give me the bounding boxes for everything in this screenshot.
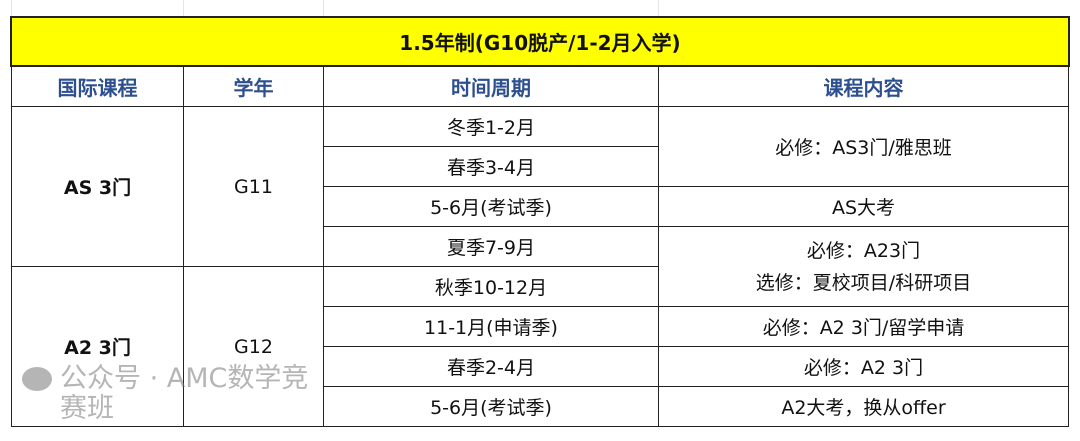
period-cell: 春季2-4月 bbox=[323, 346, 659, 387]
watermark: 公众号 · AMC数学竞赛班 bbox=[22, 364, 318, 424]
header-period: 时间周期 bbox=[323, 66, 659, 107]
content-cell: 必修：AS3门/雅思班 bbox=[658, 106, 1069, 187]
grid-line bbox=[323, 0, 324, 17]
header-content: 课程内容 bbox=[658, 66, 1069, 107]
course-cell: A2 3门 bbox=[11, 266, 184, 427]
period-cell: 冬季1-2月 bbox=[323, 106, 659, 147]
period-cell: 5-6月(考试季) bbox=[323, 386, 659, 427]
grid-line bbox=[11, 0, 12, 17]
year-cell: G11 bbox=[183, 106, 324, 267]
watermark-text: 公众号 · AMC数学竞赛班 bbox=[60, 363, 309, 424]
period-cell: 秋季10-12月 bbox=[323, 266, 659, 307]
content-cell: AS大考 bbox=[658, 186, 1069, 227]
content-elective: 选修：夏校项目/科研项目 bbox=[755, 271, 972, 294]
period-cell: 11-1月(申请季) bbox=[323, 306, 659, 347]
grid-line bbox=[658, 0, 659, 17]
table-title: 1.5年制(G10脱产/1-2月入学) bbox=[10, 16, 1070, 67]
header-course: 国际课程 bbox=[11, 66, 184, 107]
period-cell: 春季3-4月 bbox=[323, 146, 659, 187]
header-year: 学年 bbox=[183, 66, 324, 107]
grid-line bbox=[183, 0, 184, 17]
wechat-icon bbox=[22, 367, 52, 391]
content-required: 必修：A23门 bbox=[806, 239, 921, 262]
content-cell: 必修：A2 3门 bbox=[658, 346, 1069, 387]
period-cell: 夏季7-9月 bbox=[323, 226, 659, 267]
content-cell: 必修：A2 3门/留学申请 bbox=[658, 306, 1069, 347]
year-cell: G12 bbox=[183, 266, 324, 427]
course-cell: AS 3门 bbox=[11, 106, 184, 267]
period-cell: 5-6月(考试季) bbox=[323, 186, 659, 227]
content-cell: A2大考，换从offer bbox=[658, 386, 1069, 427]
content-cell: 必修：A23门 选修：夏校项目/科研项目 bbox=[658, 226, 1069, 307]
